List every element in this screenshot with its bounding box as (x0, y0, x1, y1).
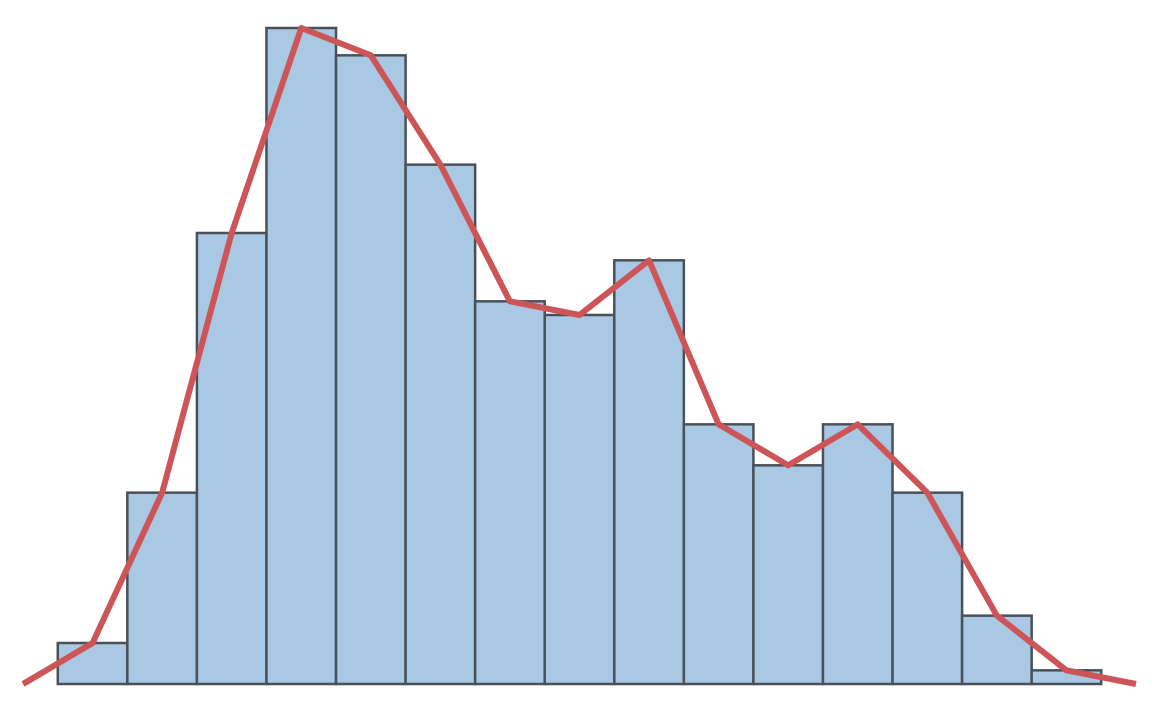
bar (891, 491, 964, 686)
frequency-line (21, 25, 1137, 687)
bar (473, 300, 546, 686)
bar (543, 313, 616, 686)
bar (56, 641, 129, 686)
bar (334, 54, 407, 686)
bar (195, 231, 268, 686)
bar (613, 259, 686, 686)
bar (404, 163, 477, 686)
bar (126, 491, 199, 686)
bar (960, 614, 1033, 686)
bar (752, 464, 825, 686)
bar (821, 423, 894, 686)
bar (682, 423, 755, 686)
bar (265, 26, 338, 686)
